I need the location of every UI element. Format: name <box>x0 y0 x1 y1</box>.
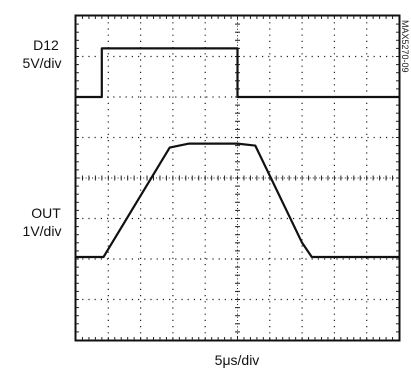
out-channel-name: OUT <box>31 205 61 221</box>
trace-d12 <box>76 47 399 99</box>
x-axis-scale-label: 5μs/div <box>214 352 260 368</box>
plot-traces <box>76 47 399 259</box>
plot-frame <box>74 14 401 342</box>
out-channel-scale: 1V/div <box>22 223 62 239</box>
d12-channel-scale: 5V/div <box>22 55 62 71</box>
figure-id: MAX5270-09 <box>400 20 410 73</box>
trace-out <box>76 142 399 259</box>
d12-channel-name: D12 <box>33 37 59 53</box>
